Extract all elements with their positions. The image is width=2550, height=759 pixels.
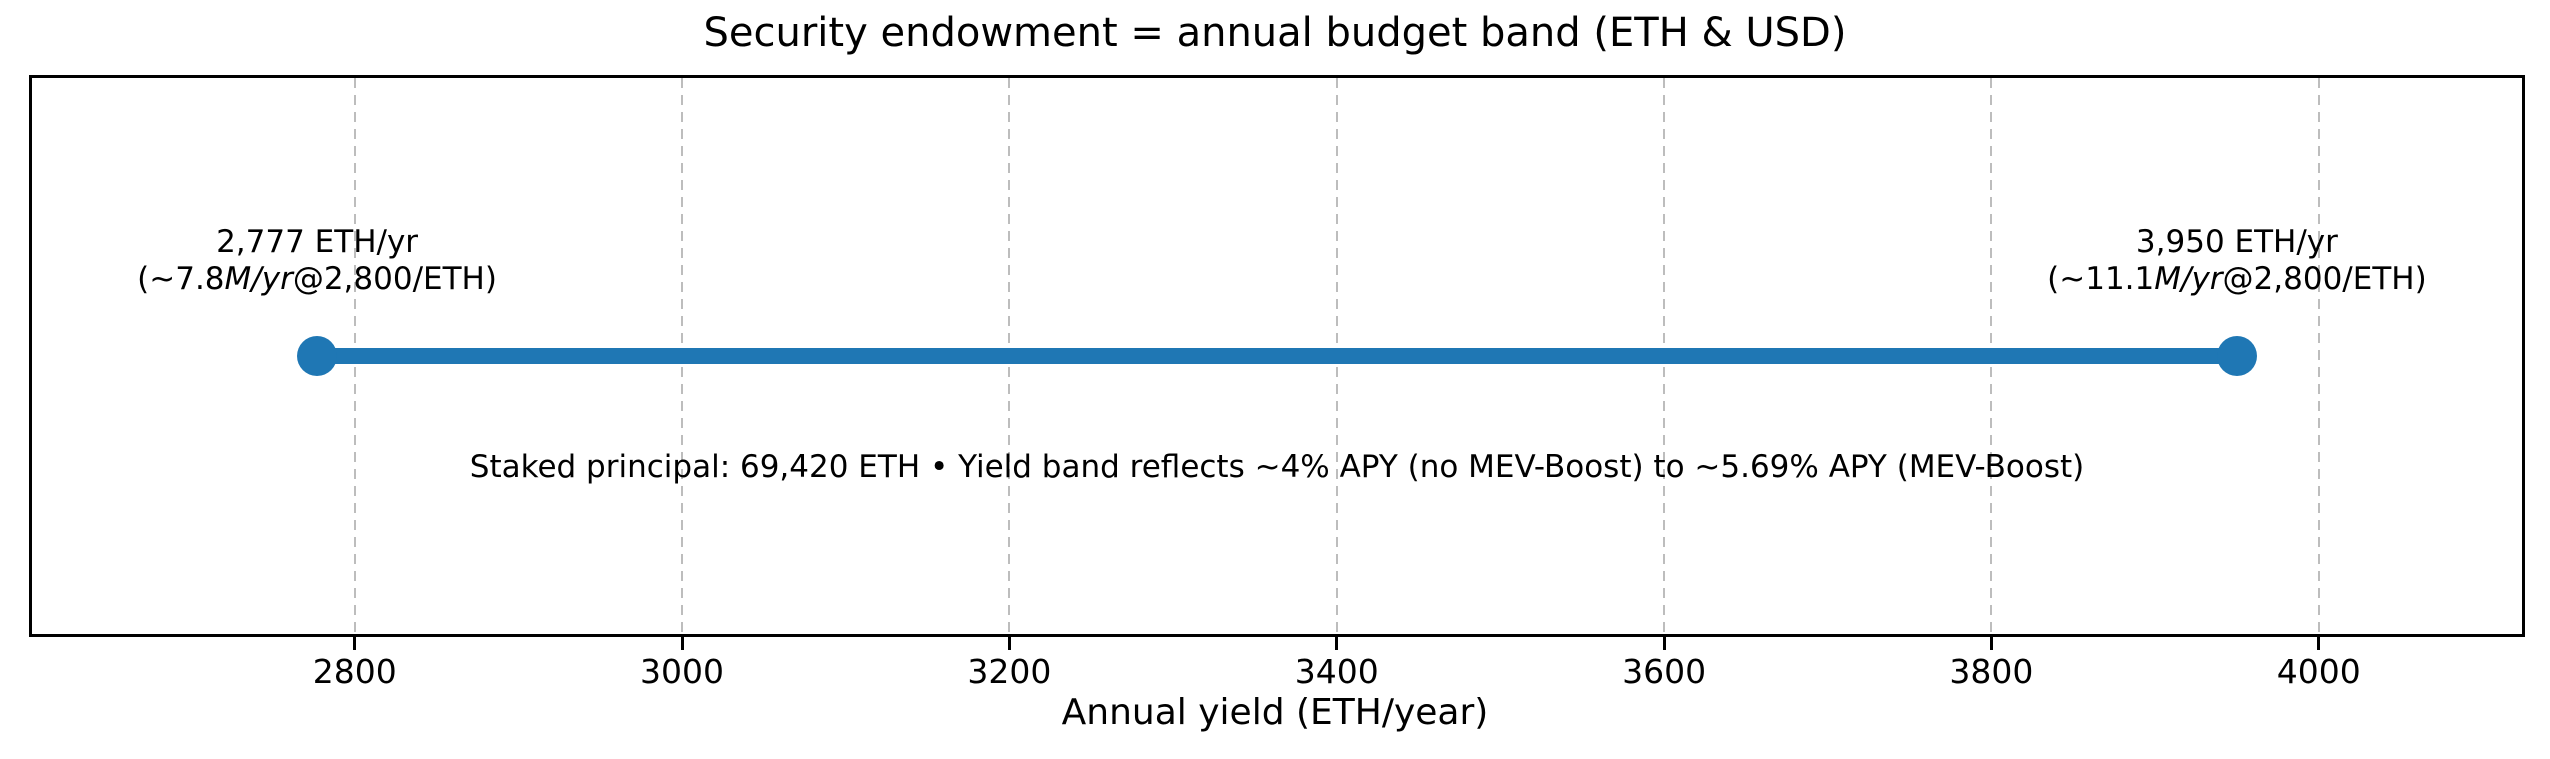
gridline <box>2317 78 2320 634</box>
annotation-left: 2,777 ETH/yr (~7.8M/yr@2,800/ETH) <box>137 224 497 298</box>
x-tick-mark <box>2317 637 2321 650</box>
x-tick-mark <box>1007 637 1011 650</box>
x-tick-label: 3200 <box>967 652 1052 691</box>
annotation-left-usd-post: @2,800/ETH) <box>292 261 497 297</box>
band-line <box>317 348 2237 364</box>
annotation-right-usd-italic: M/yr <box>2154 261 2223 297</box>
band-endpoint-left <box>297 336 338 376</box>
annotation-right-usd-post: @2,800/ETH) <box>2222 261 2427 297</box>
annotation-left-usd-italic: M/yr <box>224 261 293 297</box>
annotation-left-usd-value: (~7.8M/yr@2,800/ETH) <box>137 261 497 298</box>
x-tick-label: 3800 <box>1949 652 2034 691</box>
x-tick-mark <box>1662 637 1666 650</box>
annotation-right-usd-pre: (~11.1 <box>2047 261 2155 297</box>
x-tick-label: 3600 <box>1622 652 1707 691</box>
x-tick-mark <box>1335 637 1339 650</box>
plot-area: 2,777 ETH/yr (~7.8M/yr@2,800/ETH) 3,950 … <box>29 75 2525 637</box>
x-tick-label: 3400 <box>1294 652 1379 691</box>
annotation-left-eth-value: 2,777 ETH/yr <box>216 224 419 260</box>
x-tick-mark <box>1989 637 1993 650</box>
x-tick-mark <box>680 637 684 650</box>
annotation-right-usd-value: (~11.1M/yr@2,800/ETH) <box>2047 261 2427 298</box>
note-staked-principal: Staked principal: 69,420 ETH • Yield ban… <box>469 449 2085 485</box>
band-endpoint-right <box>2216 336 2257 376</box>
x-tick-label: 3000 <box>640 652 725 691</box>
chart-title: Security endowment = annual budget band … <box>703 10 1847 56</box>
annotation-left-usd-pre: (~7.8 <box>137 261 225 297</box>
x-tick-mark <box>353 637 357 650</box>
x-tick-label: 4000 <box>2276 652 2361 691</box>
x-axis-label: Annual yield (ETH/year) <box>1061 692 1489 733</box>
x-tick-label: 2800 <box>312 652 397 691</box>
annotation-right-eth-value: 3,950 ETH/yr <box>2135 224 2338 260</box>
annotation-right: 3,950 ETH/yr (~11.1M/yr@2,800/ETH) <box>2047 224 2427 298</box>
